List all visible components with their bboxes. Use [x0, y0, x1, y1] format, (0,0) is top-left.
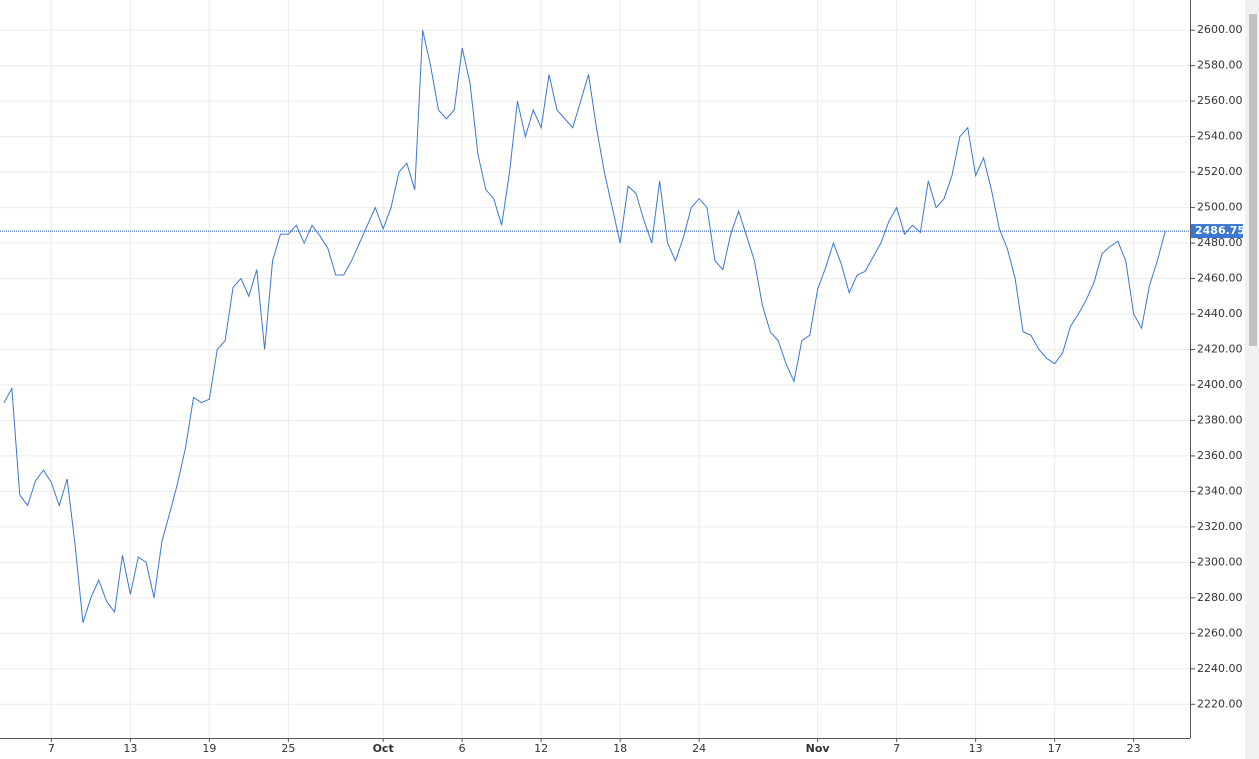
y-tick-label: 2400.00 [1197, 378, 1243, 391]
y-tick-label: 2540.00 [1197, 130, 1243, 143]
y-tick-label: 2420.00 [1197, 342, 1243, 355]
y-tick-label: 2280.00 [1197, 591, 1243, 604]
y-tick-label: 2260.00 [1197, 626, 1243, 639]
x-tick-label: 17 [1048, 742, 1062, 755]
x-tick-label: 13 [123, 742, 137, 755]
x-tick-label: 25 [281, 742, 295, 755]
x-tick-label: Oct [373, 742, 394, 755]
y-tick-label: 2340.00 [1197, 484, 1243, 497]
x-tick-label: 13 [969, 742, 983, 755]
last-price-label: 2486.75 [1195, 224, 1245, 237]
y-tick-label: 2500.00 [1197, 201, 1243, 214]
x-tick-label: 18 [613, 742, 627, 755]
y-tick-label: 2440.00 [1197, 307, 1243, 320]
x-tick-label: 23 [1127, 742, 1141, 755]
y-tick-label: 2560.00 [1197, 94, 1243, 107]
y-tick-label: 2240.00 [1197, 662, 1243, 675]
y-tick-label: 2300.00 [1197, 555, 1243, 568]
y-tick-label: 2360.00 [1197, 449, 1243, 462]
scrollbar-thumb[interactable] [1249, 14, 1257, 346]
y-tick-label: 2480.00 [1197, 236, 1243, 249]
x-tick-label: 7 [893, 742, 900, 755]
x-tick-label: 7 [48, 742, 55, 755]
x-tick-label: 19 [202, 742, 216, 755]
x-tick-label: 12 [534, 742, 548, 755]
y-tick-label: 2580.00 [1197, 59, 1243, 72]
y-tick-label: 2380.00 [1197, 413, 1243, 426]
x-tick-label: Nov [806, 742, 831, 755]
y-tick-label: 2520.00 [1197, 165, 1243, 178]
x-tick-label: 6 [459, 742, 466, 755]
price-line [3, 30, 1166, 623]
y-tick-label: 2600.00 [1197, 23, 1243, 36]
x-tick-label: 24 [692, 742, 706, 755]
y-tick-label: 2220.00 [1197, 697, 1243, 710]
grid [0, 0, 1190, 738]
y-tick-label: 2320.00 [1197, 520, 1243, 533]
last-price-badge [1191, 224, 1243, 239]
y-tick-label: 2460.00 [1197, 272, 1243, 285]
